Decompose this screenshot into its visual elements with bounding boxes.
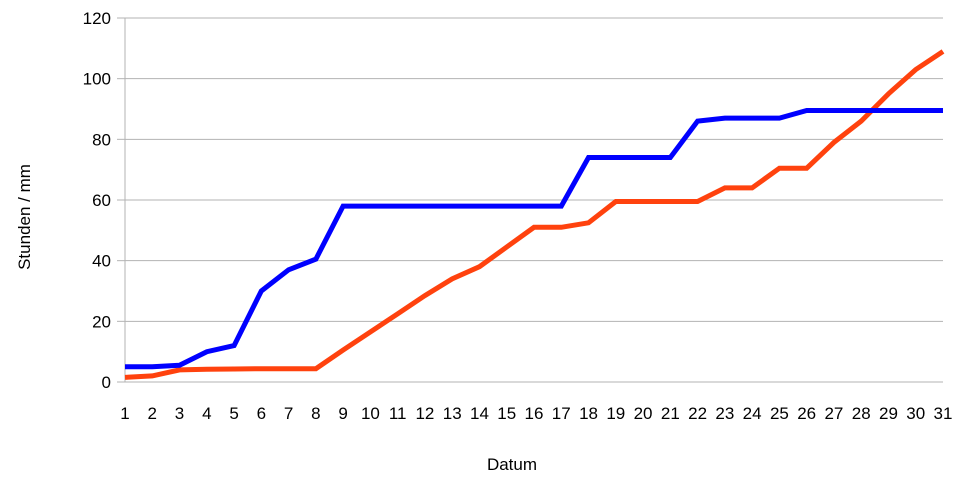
- x-tick-label: 5: [229, 404, 238, 423]
- x-tick-label: 8: [311, 404, 320, 423]
- series-line-2: [124, 49, 945, 380]
- y-tick-label: 20: [92, 312, 111, 331]
- x-tick-label: 24: [743, 404, 762, 423]
- x-tick-label: 2: [148, 404, 157, 423]
- x-tick-label: 6: [257, 404, 266, 423]
- x-tick-label: 7: [284, 404, 293, 423]
- x-tick-label: 11: [389, 404, 407, 423]
- y-tick-label: 120: [83, 9, 111, 28]
- x-tick-label: 22: [688, 404, 707, 423]
- y-tick-label: 60: [92, 191, 111, 210]
- x-tick-label: 29: [879, 404, 898, 423]
- x-tick-label: 26: [797, 404, 816, 423]
- x-tick-label: 12: [415, 404, 434, 423]
- x-tick-label: 4: [202, 404, 211, 423]
- gridlines: [117, 17, 943, 383]
- x-tick-label: 27: [824, 404, 843, 423]
- series-line-1: [125, 108, 943, 370]
- x-tick-label: 10: [361, 404, 380, 423]
- x-tick-label: 1: [120, 404, 129, 423]
- y-tick-label: 80: [92, 130, 111, 149]
- y-tick-label: 40: [92, 252, 111, 271]
- x-tick-label: 18: [579, 404, 598, 423]
- x-tick-label: 16: [525, 404, 544, 423]
- x-tick-label: 14: [470, 404, 489, 423]
- x-axis-ticks: 1 2 3 4 5 6 7 8 9 10 11 12 13 14 15 16 17 18 19 20 21 22 23 24 2…: [120, 404, 952, 423]
- x-tick-label: 17: [552, 404, 571, 423]
- y-tick-label: 0: [102, 373, 111, 392]
- x-tick-label: 15: [497, 404, 516, 423]
- series-lines: [124, 49, 945, 380]
- x-tick-label: 20: [634, 404, 653, 423]
- x-tick-label: 3: [175, 404, 184, 423]
- x-tick-label: 19: [606, 404, 625, 423]
- x-tick-label: 9: [338, 404, 347, 423]
- y-axis-ticks: 0 20 40 60 80 100 120: [83, 9, 111, 392]
- y-tick-label: 100: [83, 70, 111, 89]
- x-tick-label: 28: [852, 404, 871, 423]
- x-tick-label: 23: [715, 404, 734, 423]
- x-tick-label: 21: [661, 404, 680, 423]
- y-axis-label: Stunden / mm: [15, 164, 34, 270]
- x-tick-label: 31: [934, 404, 953, 423]
- x-tick-label: 30: [906, 404, 925, 423]
- x-tick-label: 25: [770, 404, 789, 423]
- x-tick-label: 13: [443, 404, 462, 423]
- x-axis-label: Datum: [487, 455, 537, 474]
